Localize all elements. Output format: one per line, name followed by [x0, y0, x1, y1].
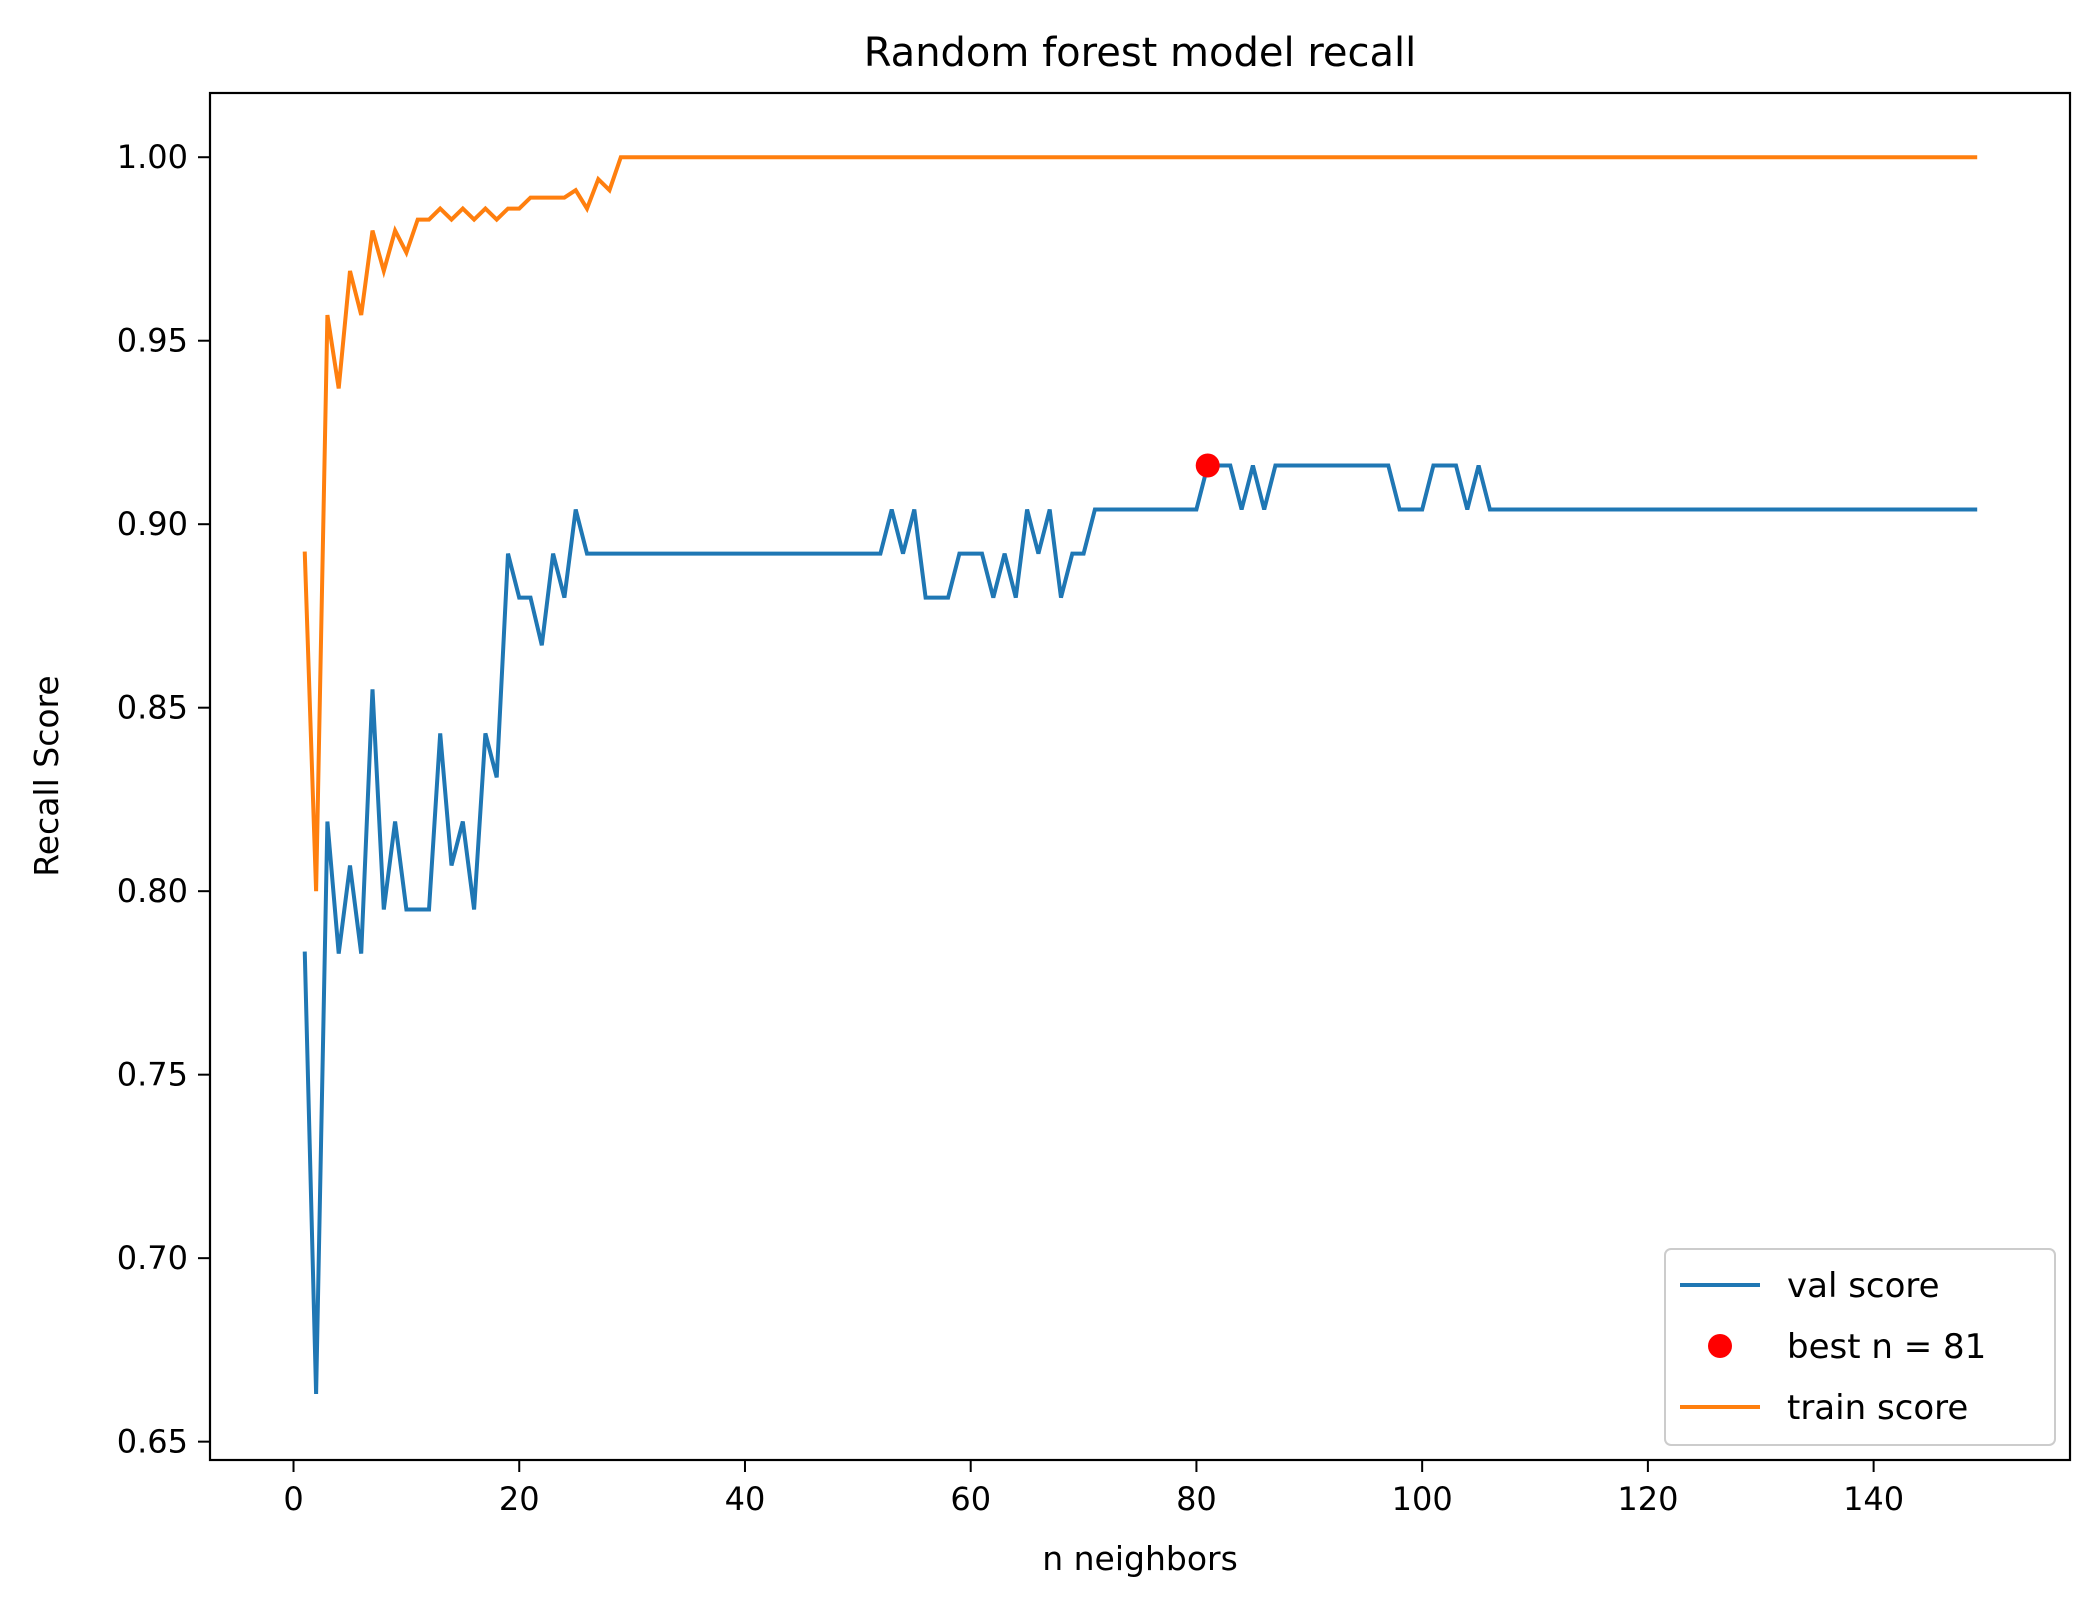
x-tick-label: 60	[950, 1480, 991, 1518]
x-tick-label: 40	[725, 1480, 766, 1518]
plot-area	[208, 91, 2072, 1462]
series-line-2	[302, 155, 1978, 892]
y-axis-label: Recall Score	[27, 675, 66, 876]
x-axis: 0 20 40 60 80 100 120 140	[283, 1460, 1904, 1518]
x-tick-label: 20	[499, 1480, 540, 1518]
series-marker-1-0	[1195, 453, 1220, 478]
legend-box	[1664, 1248, 2056, 1446]
y-tick-label: 0.85	[117, 689, 188, 727]
legend-swatch-1	[1708, 1334, 1732, 1358]
y-tick-label: 0.80	[117, 872, 188, 910]
y-tick-label: 0.90	[117, 505, 188, 543]
y-tick-label: 0.70	[117, 1239, 188, 1277]
y-axis: 0.65 0.70 0.75 0.80 0.85 0.90 0.95 1.00	[117, 138, 210, 1461]
y-tick-label: 0.75	[117, 1056, 188, 1094]
x-tick-label: 140	[1843, 1480, 1904, 1518]
chart-title: Random forest model recall	[864, 30, 1416, 76]
x-tick-label: 0	[283, 1480, 303, 1518]
x-tick-label: 120	[1617, 1480, 1678, 1518]
legend-label-1: best n = 81	[1787, 1327, 1986, 1367]
y-tick-label: 0.95	[117, 322, 188, 360]
x-axis-label: n neighbors	[1042, 1539, 1238, 1578]
x-tick-label: 80	[1176, 1480, 1217, 1518]
legend: val score best n = 81 train score	[1664, 1248, 2056, 1446]
legend-label-0: val score	[1787, 1266, 1940, 1306]
y-tick-label: 1.00	[117, 138, 188, 176]
plot-frame	[208, 91, 2072, 1462]
y-tick-label: 0.65	[117, 1423, 188, 1461]
series-line-0	[302, 463, 1978, 1394]
legend-label-2: train score	[1787, 1388, 1968, 1428]
x-tick-label: 100	[1392, 1480, 1453, 1518]
